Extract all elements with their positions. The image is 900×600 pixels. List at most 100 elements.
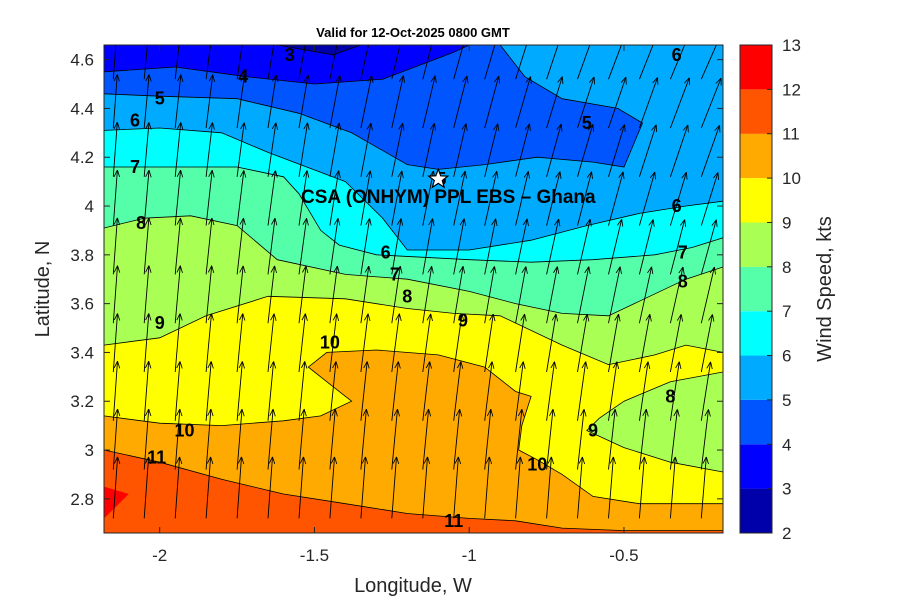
colorbar-tick-label: 12 xyxy=(782,80,801,99)
wind-vector xyxy=(669,362,679,421)
wind-vector xyxy=(700,172,718,226)
colorbar-band xyxy=(740,311,772,356)
wind-vectors xyxy=(112,45,722,519)
wind-vector xyxy=(577,219,591,275)
wind-vector xyxy=(174,361,180,421)
contour-label: 6 xyxy=(672,196,682,216)
y-tick-label: 2.8 xyxy=(70,490,94,509)
wind-vector xyxy=(577,267,589,324)
wind-vector xyxy=(267,361,274,421)
wind-vector xyxy=(700,314,712,373)
wind-vector xyxy=(700,125,719,177)
wind-vector xyxy=(112,457,117,519)
contour-label: 5 xyxy=(155,89,165,109)
contour-line-6-3 xyxy=(104,127,723,251)
colorbar-band xyxy=(740,89,772,134)
y-tick-label: 3 xyxy=(85,441,94,460)
wind-vector xyxy=(546,457,552,519)
colorbar xyxy=(740,45,772,533)
wind-vector xyxy=(453,409,460,470)
wind-vector xyxy=(515,76,531,129)
contour-label: 7 xyxy=(130,157,140,177)
wind-vector xyxy=(267,457,273,519)
wind-vector xyxy=(329,361,336,421)
wind-vector xyxy=(298,45,306,80)
wind-vector xyxy=(298,266,306,324)
colorbar-band xyxy=(740,45,772,90)
wind-vector xyxy=(638,172,654,226)
wind-vector xyxy=(298,171,307,226)
wind-vector xyxy=(329,266,338,324)
wind-vector xyxy=(422,45,433,80)
wind-vector xyxy=(143,75,149,129)
wind-vector xyxy=(453,266,463,324)
contour-fill-9-7 xyxy=(586,372,723,472)
wind-vector xyxy=(422,76,435,129)
wind-vector xyxy=(112,361,117,421)
x-tick-label: -1 xyxy=(462,546,477,565)
wind-vector xyxy=(267,170,276,226)
wind-vector xyxy=(360,123,371,177)
colorbar-band xyxy=(740,222,772,267)
wind-vector xyxy=(422,219,433,275)
contour-label: 9 xyxy=(155,313,165,333)
y-tick-label: 3.2 xyxy=(70,392,94,411)
wind-vector xyxy=(267,123,276,177)
wind-vector xyxy=(329,409,335,470)
wind-vector xyxy=(236,457,241,519)
wind-vector xyxy=(143,361,149,421)
wind-vector xyxy=(298,123,308,177)
wind-vector xyxy=(608,45,622,80)
wind-vector xyxy=(112,409,117,470)
wind-vector xyxy=(360,457,366,519)
wind-vector xyxy=(577,124,593,177)
wind-vector xyxy=(546,314,556,373)
site-star-icon xyxy=(427,167,450,189)
colorbar-tick-label: 6 xyxy=(782,347,791,366)
wind-vector xyxy=(669,457,675,519)
wind-vector xyxy=(669,78,689,129)
wind-vector xyxy=(329,314,337,373)
contour-label: 10 xyxy=(527,455,547,475)
contour-label: 10 xyxy=(320,333,340,353)
contour-line-9-7 xyxy=(586,371,723,473)
wind-vector xyxy=(422,314,431,373)
colorbar-tick-label: 3 xyxy=(782,480,791,499)
wind-vector xyxy=(236,361,242,421)
wind-vector xyxy=(329,45,338,80)
wind-vector xyxy=(422,362,430,421)
wind-vector xyxy=(236,218,243,275)
colorbar-band xyxy=(740,266,772,312)
wind-vector xyxy=(112,45,117,80)
wind-vector xyxy=(638,45,654,80)
wind-vector xyxy=(267,266,275,324)
plot-frame xyxy=(103,44,724,534)
wind-vector xyxy=(391,218,401,275)
wind-vector xyxy=(143,170,149,226)
wind-vector xyxy=(577,409,585,470)
wind-vector xyxy=(143,457,148,519)
wind-vector xyxy=(608,362,617,421)
wind-vector xyxy=(391,76,404,129)
wind-vector xyxy=(267,45,275,80)
wind-vector xyxy=(422,409,429,470)
wind-vector xyxy=(298,218,307,275)
contour-line-5-2 xyxy=(104,45,644,170)
wind-vector xyxy=(236,409,242,470)
site-label: CSA (ONHYM) PPL EBS – Ghana xyxy=(301,187,596,208)
wind-vector xyxy=(700,362,710,421)
wind-vector xyxy=(174,409,180,470)
wind-vector xyxy=(205,75,213,129)
wind-vector xyxy=(608,77,626,129)
wind-vector xyxy=(422,457,428,519)
wind-vector xyxy=(422,123,435,177)
wind-vector xyxy=(391,409,398,470)
contour-label: 8 xyxy=(665,386,675,406)
wind-vector xyxy=(360,171,370,226)
colorbar-frame xyxy=(739,44,773,534)
contour-label: 8 xyxy=(678,272,688,292)
wind-vector xyxy=(700,409,708,470)
contour-label: 6 xyxy=(130,111,140,131)
wind-vector xyxy=(236,314,243,373)
wind-vector xyxy=(174,45,180,80)
